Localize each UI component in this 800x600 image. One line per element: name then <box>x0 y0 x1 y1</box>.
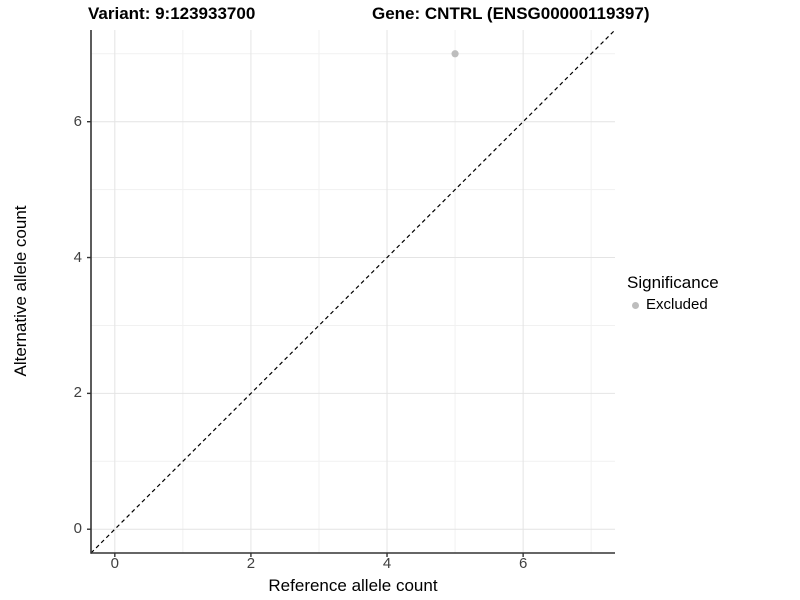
legend-item: Excluded <box>627 296 719 314</box>
x-tick-label: 0 <box>110 555 119 572</box>
y-tick-label: 6 <box>73 112 82 130</box>
x-tick-label: 6 <box>518 555 528 572</box>
legend-entry-label: Excluded <box>646 296 708 313</box>
y-axis-title: Alternative allele count <box>11 205 30 377</box>
legend-point-icon <box>632 301 639 309</box>
legend-items: Excluded <box>627 296 719 314</box>
legend-title: Significance <box>627 273 719 292</box>
x-tick-label: 2 <box>246 555 256 572</box>
gene-title: Gene: CNTRL (ENSG00000119397) <box>372 4 650 23</box>
identity-dashed-line <box>90 29 616 554</box>
variant-title: Variant: 9:123933700 <box>88 4 256 23</box>
y-tick-label: 2 <box>73 384 82 402</box>
y-tick-label: 4 <box>73 248 82 266</box>
x-tick-label: 4 <box>382 555 392 572</box>
x-axis-title: Reference allele count <box>268 576 438 595</box>
legend: Significance Excluded <box>627 272 719 314</box>
y-tick-label: 0 <box>73 520 82 538</box>
data-point <box>451 50 459 58</box>
